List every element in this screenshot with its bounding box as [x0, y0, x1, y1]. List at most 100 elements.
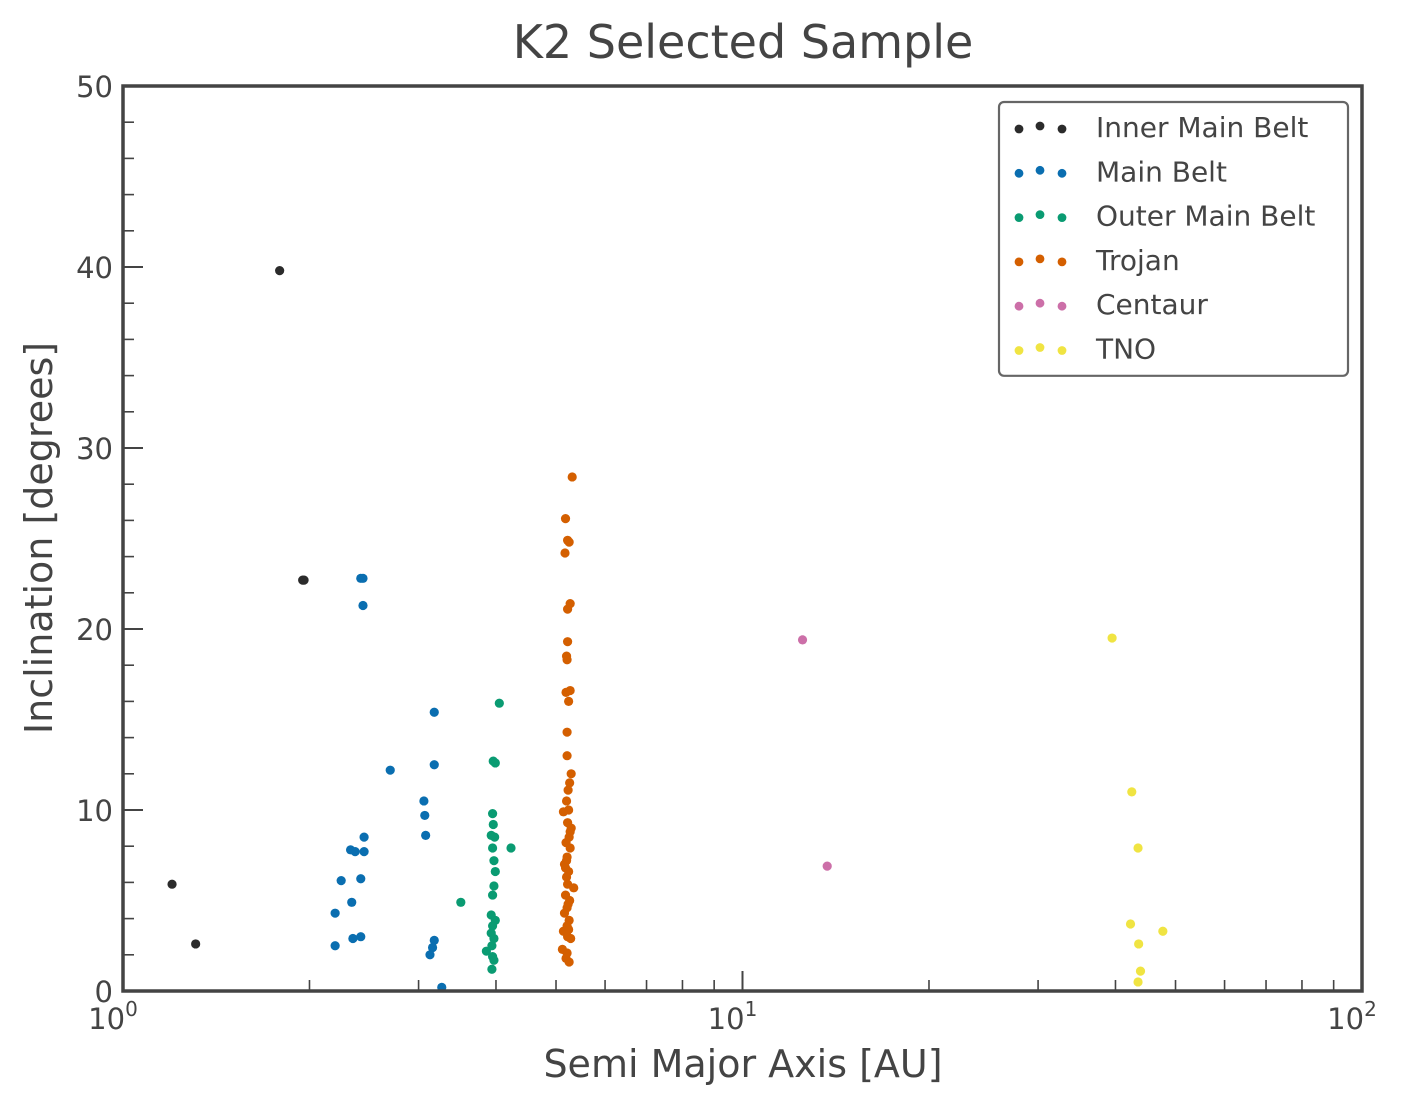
legend-marker — [1057, 301, 1067, 311]
data-point — [456, 897, 466, 907]
data-point — [559, 908, 570, 918]
data-point — [565, 685, 575, 696]
y-axis-label: Inclination [degrees] — [17, 342, 61, 734]
data-point — [427, 942, 438, 953]
data-point — [330, 941, 340, 951]
legend-label: Centaur — [1096, 288, 1208, 321]
data-point — [561, 796, 572, 806]
legend-marker — [1035, 254, 1045, 264]
data-point — [560, 863, 571, 873]
data-point — [481, 946, 491, 956]
data-point — [419, 796, 429, 806]
legend-marker — [1014, 124, 1024, 134]
data-point — [561, 856, 572, 866]
data-point — [564, 957, 574, 967]
data-point — [429, 935, 439, 945]
legend-item: TNO — [1014, 333, 1156, 366]
legend-label: TNO — [1095, 333, 1156, 366]
data-point — [356, 874, 366, 884]
legend-marker — [1014, 257, 1024, 267]
data-point — [487, 890, 498, 900]
legend-marker — [1014, 346, 1024, 355]
data-point — [562, 818, 573, 828]
data-point — [564, 924, 574, 935]
y-tick-label: 30 — [76, 432, 113, 466]
legend-label: Main Belt — [1096, 155, 1227, 188]
data-point — [330, 908, 340, 918]
data-point — [506, 843, 516, 853]
series-0 — [167, 266, 309, 949]
legend-marker — [1057, 168, 1067, 178]
data-point — [562, 637, 573, 647]
series-3 — [557, 472, 579, 967]
data-point — [421, 830, 431, 840]
data-point — [420, 810, 430, 821]
data-point — [564, 537, 574, 547]
y-tick-label: 10 — [76, 794, 113, 828]
series-5 — [1107, 633, 1168, 987]
data-points — [167, 266, 1168, 992]
series-4 — [797, 635, 832, 871]
legend-label: Outer Main Belt — [1096, 200, 1315, 233]
data-point — [565, 827, 575, 837]
legend-marker — [1014, 301, 1024, 311]
x-tick-label: 100 — [88, 997, 138, 1036]
data-point — [563, 785, 573, 795]
legend-item: Main Belt — [1014, 155, 1227, 188]
data-point — [565, 843, 575, 853]
legend-marker — [1014, 213, 1024, 223]
data-point — [486, 830, 496, 840]
data-point — [487, 921, 498, 931]
data-point — [1158, 926, 1168, 936]
data-point — [564, 696, 574, 707]
legend-marker — [1014, 168, 1024, 178]
legend-marker — [1057, 213, 1067, 223]
data-point — [1133, 843, 1143, 853]
data-point — [560, 548, 570, 558]
data-point — [489, 856, 499, 866]
data-point — [425, 950, 435, 960]
legend-marker — [1057, 124, 1067, 134]
data-point — [822, 861, 832, 871]
data-point — [494, 698, 504, 708]
data-point — [487, 843, 498, 853]
data-point — [563, 899, 573, 909]
data-point — [358, 600, 368, 611]
x-tick-label: 102 — [1327, 997, 1377, 1036]
data-point — [429, 707, 439, 717]
legend-marker — [1035, 343, 1045, 352]
data-point — [489, 933, 499, 944]
legend-item: Inner Main Belt — [1014, 111, 1308, 144]
legend-label: Inner Main Belt — [1096, 111, 1308, 144]
y-tick-label: 20 — [76, 613, 113, 647]
y-tick-label: 40 — [76, 251, 113, 285]
data-point — [167, 879, 177, 889]
data-point — [1125, 919, 1136, 929]
series-1 — [330, 573, 447, 992]
data-point — [1133, 977, 1143, 987]
data-point — [191, 939, 201, 949]
x-axis-label: Semi Major Axis [AU] — [543, 1042, 942, 1086]
data-point — [490, 866, 500, 877]
data-point — [336, 875, 346, 886]
data-point — [348, 933, 358, 944]
legend-box — [997, 100, 1350, 377]
data-point — [558, 807, 569, 817]
data-point — [1134, 939, 1144, 949]
data-point — [489, 955, 499, 965]
data-point — [358, 573, 368, 583]
data-point — [350, 847, 360, 857]
data-point — [569, 883, 579, 893]
data-point — [562, 727, 572, 737]
chart-title: K2 Selected Sample — [513, 15, 974, 69]
data-point — [275, 266, 285, 276]
data-point — [356, 932, 366, 942]
x-tick-label: 101 — [708, 997, 758, 1036]
data-point — [359, 847, 369, 857]
data-point — [565, 778, 575, 788]
data-point — [560, 513, 571, 524]
data-point — [488, 819, 498, 830]
data-point — [566, 933, 576, 944]
legend: Inner Main Belt Main Belt Outer Main Belt T… — [997, 100, 1350, 377]
